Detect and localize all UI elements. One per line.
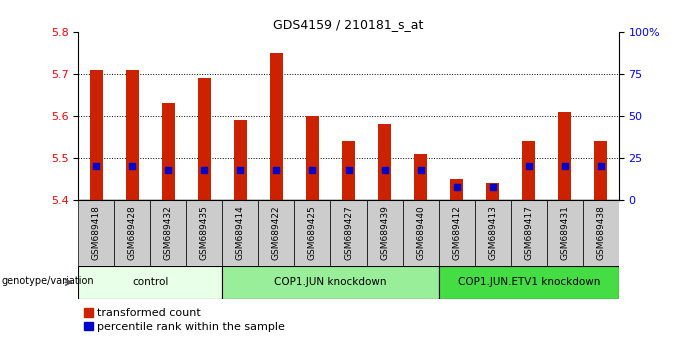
Bar: [558, 112, 571, 200]
Bar: [294, 200, 330, 266]
Bar: [222, 266, 439, 299]
Bar: [486, 183, 499, 200]
Bar: [78, 200, 114, 266]
Text: GSM689414: GSM689414: [236, 205, 245, 260]
Bar: [450, 179, 463, 200]
Text: GSM689427: GSM689427: [344, 205, 353, 260]
Bar: [126, 70, 139, 200]
Bar: [90, 70, 103, 200]
Bar: [306, 116, 319, 200]
Bar: [222, 200, 258, 266]
Text: GSM689412: GSM689412: [452, 205, 461, 260]
Bar: [234, 120, 247, 200]
Text: control: control: [132, 277, 169, 287]
Bar: [594, 141, 607, 200]
Text: GSM689422: GSM689422: [272, 205, 281, 260]
Text: GSM689431: GSM689431: [560, 205, 569, 260]
Bar: [270, 53, 283, 200]
Bar: [439, 200, 475, 266]
Bar: [522, 141, 535, 200]
Legend: transformed count, percentile rank within the sample: transformed count, percentile rank withi…: [84, 308, 285, 332]
Bar: [439, 266, 619, 299]
Bar: [114, 200, 150, 266]
Text: GSM689435: GSM689435: [200, 205, 209, 260]
Bar: [547, 200, 583, 266]
Text: GSM689418: GSM689418: [92, 205, 101, 260]
Text: GSM689413: GSM689413: [488, 205, 497, 260]
Text: GSM689417: GSM689417: [524, 205, 533, 260]
Bar: [403, 200, 439, 266]
Text: COP1.JUN knockdown: COP1.JUN knockdown: [274, 277, 387, 287]
Bar: [78, 266, 222, 299]
Bar: [258, 200, 294, 266]
Text: GSM689425: GSM689425: [308, 205, 317, 260]
Bar: [162, 103, 175, 200]
Text: COP1.JUN.ETV1 knockdown: COP1.JUN.ETV1 knockdown: [458, 277, 600, 287]
Bar: [367, 200, 403, 266]
Bar: [414, 154, 427, 200]
Bar: [342, 141, 355, 200]
Text: GSM689440: GSM689440: [416, 205, 425, 260]
Bar: [583, 200, 619, 266]
Bar: [330, 200, 367, 266]
Text: GSM689432: GSM689432: [164, 205, 173, 260]
Text: GSM689439: GSM689439: [380, 205, 389, 260]
Bar: [378, 124, 391, 200]
Text: GSM689428: GSM689428: [128, 205, 137, 260]
Title: GDS4159 / 210181_s_at: GDS4159 / 210181_s_at: [273, 18, 424, 31]
Bar: [511, 200, 547, 266]
Text: genotype/variation: genotype/variation: [1, 276, 95, 286]
Bar: [198, 78, 211, 200]
Bar: [475, 200, 511, 266]
Bar: [186, 200, 222, 266]
Text: GSM689438: GSM689438: [596, 205, 605, 260]
Bar: [150, 200, 186, 266]
